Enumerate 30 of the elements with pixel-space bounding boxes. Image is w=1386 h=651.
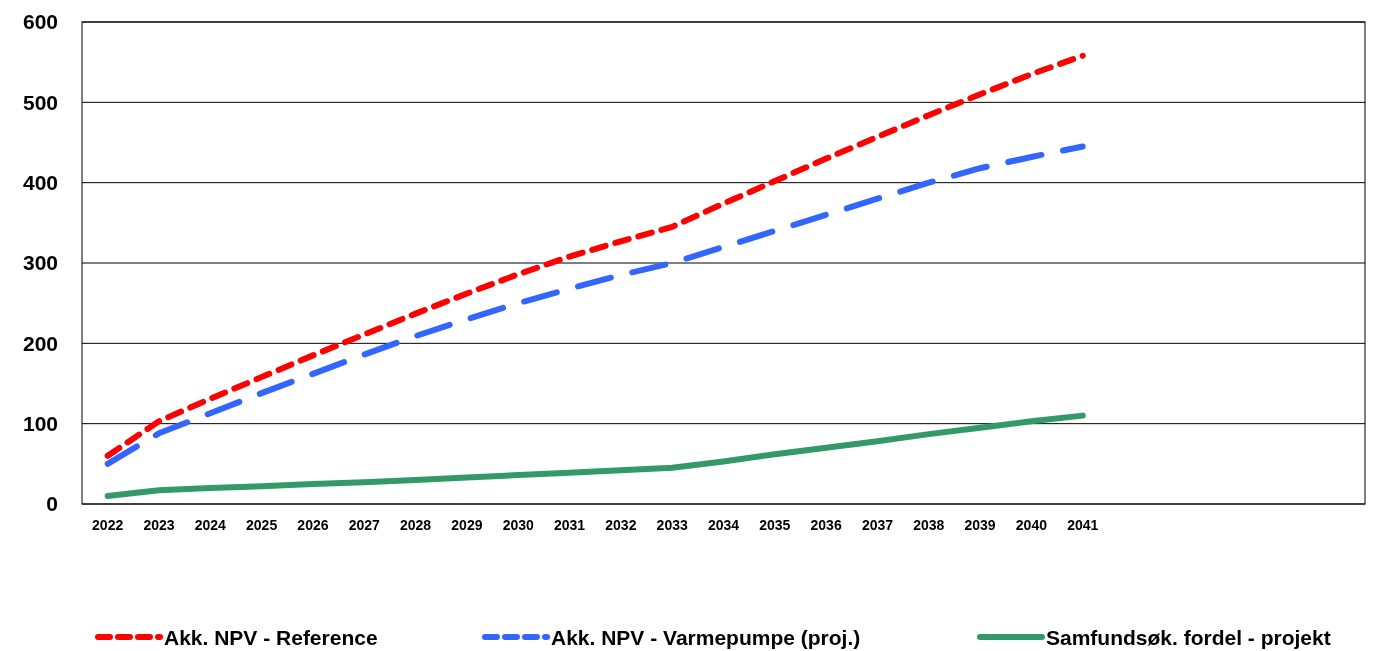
x-tick-label: 2031 — [553, 517, 586, 533]
y-tick-label: 300 — [22, 251, 58, 275]
x-tick-label: 2025 — [246, 517, 278, 533]
y-tick-label: 400 — [22, 171, 58, 195]
x-tick-label: 2038 — [913, 517, 945, 533]
legend-label: Akk. NPV - Reference — [164, 626, 378, 649]
x-tick-label: 2024 — [194, 517, 227, 533]
x-tick-label: 2035 — [759, 517, 791, 533]
y-tick-label: 500 — [22, 90, 58, 114]
legend-label: Akk. NPV - Varmepumpe (proj.) — [551, 626, 861, 649]
x-tick-label: 2028 — [400, 517, 432, 533]
x-tick-label: 2022 — [92, 517, 124, 533]
x-tick-label: 2039 — [964, 517, 996, 533]
x-tick-label: 2041 — [1067, 517, 1099, 533]
legend-label: Samfundsøk. fordel - projekt — [1046, 626, 1331, 649]
y-tick-label: 100 — [22, 412, 58, 436]
x-tick-label: 2026 — [297, 517, 329, 533]
x-tick-label: 2029 — [451, 517, 483, 533]
x-tick-label: 2034 — [707, 517, 740, 533]
x-tick-label: 2032 — [605, 517, 637, 533]
x-tick-label: 2030 — [502, 517, 534, 533]
x-tick-label: 2036 — [810, 517, 842, 533]
x-tick-label: 2037 — [861, 517, 894, 533]
y-tick-label: 200 — [22, 331, 58, 355]
y-tick-label: 600 — [22, 10, 58, 34]
x-tick-label: 2023 — [143, 517, 175, 533]
x-tick-label: 2040 — [1015, 517, 1048, 533]
x-tick-label: 2027 — [348, 517, 381, 533]
x-tick-label: 2033 — [656, 517, 688, 533]
y-tick-label: 0 — [46, 492, 58, 516]
